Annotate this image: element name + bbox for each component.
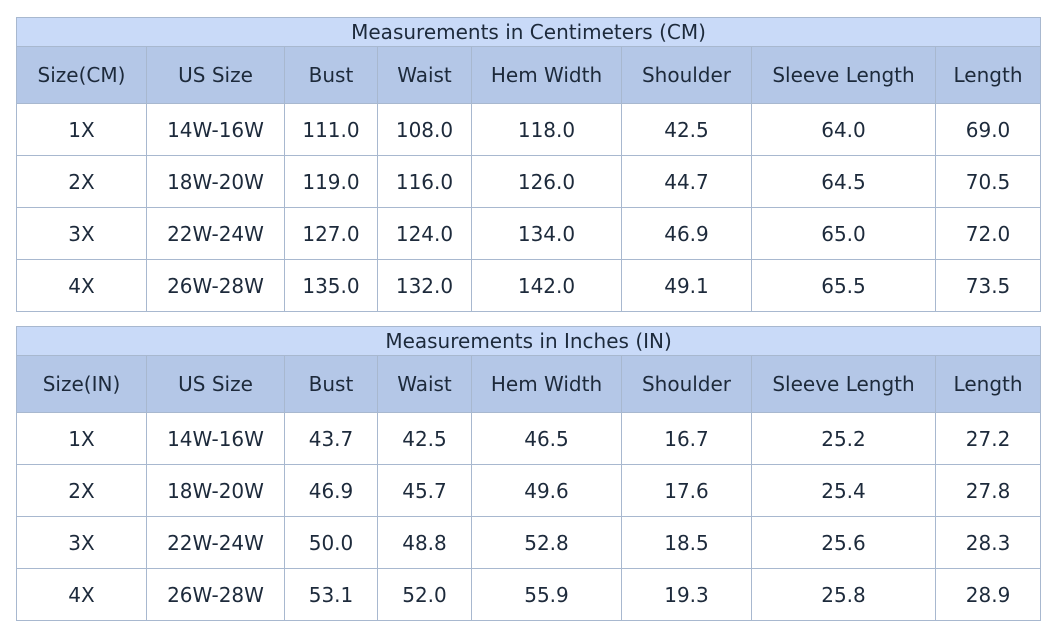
data-cell: 26W-28W	[146, 568, 285, 621]
data-cell: 65.0	[751, 207, 936, 260]
header-cell: Hem Width	[471, 355, 622, 413]
data-cell: 52.0	[377, 568, 472, 621]
data-cell: 25.4	[751, 464, 936, 517]
data-row: 1X 14W-16W 111.0 108.0 118.0 42.5 64.0 69.0	[16, 103, 1042, 156]
header-cell: Bust	[284, 46, 378, 104]
data-cell: 69.0	[934, 103, 1042, 156]
title-row: Measurements in Centimeters (CM)	[15, 17, 1042, 47]
data-cell: 46.9	[284, 464, 378, 517]
size-table: Measurements in Centimeters (CM) Size(CM)…	[15, 17, 1042, 312]
data-cell: 4X	[16, 568, 147, 621]
data-cell: 28.3	[934, 516, 1042, 569]
data-cell: 142.0	[471, 259, 622, 312]
title-row: Measurements in Inches (IN)	[15, 326, 1042, 356]
data-cell: 72.0	[934, 207, 1042, 260]
data-cell: 18W-20W	[146, 464, 285, 517]
data-row: 4X 26W-28W 53.1 52.0 55.9 19.3 25.8 28.9	[16, 568, 1042, 621]
data-cell: 18W-20W	[146, 155, 285, 208]
data-cell: 2X	[16, 464, 147, 517]
data-cell: 42.5	[377, 412, 472, 465]
data-row: 3X 22W-24W 127.0 124.0 134.0 46.9 65.0 72.0	[16, 207, 1042, 260]
data-cell: 3X	[16, 207, 147, 260]
data-cell: 46.9	[621, 207, 752, 260]
data-cell: 14W-16W	[146, 103, 285, 156]
data-cell: 132.0	[377, 259, 472, 312]
header-cell: Waist	[377, 46, 472, 104]
data-cell: 48.8	[377, 516, 472, 569]
header-cell: US Size	[146, 46, 285, 104]
data-cell: 50.0	[284, 516, 378, 569]
data-cell: 49.1	[621, 259, 752, 312]
data-cell: 49.6	[471, 464, 622, 517]
data-cell: 1X	[16, 412, 147, 465]
data-cell: 55.9	[471, 568, 622, 621]
header-cell: Sleeve Length	[751, 355, 936, 413]
header-cell: Waist	[377, 355, 472, 413]
data-cell: 65.5	[751, 259, 936, 312]
data-cell: 52.8	[471, 516, 622, 569]
data-cell: 25.8	[751, 568, 936, 621]
size-table: Measurements in Inches (IN) Size(IN) US Si…	[15, 326, 1042, 621]
data-cell: 25.6	[751, 516, 936, 569]
header-row: Size(CM) US Size Bust Waist Hem Width Shoulde…	[16, 46, 1042, 104]
data-cell: 108.0	[377, 103, 472, 156]
header-cell: US Size	[146, 355, 285, 413]
data-cell: 70.5	[934, 155, 1042, 208]
data-cell: 126.0	[471, 155, 622, 208]
header-row: Size(IN) US Size Bust Waist Hem Width Shoulde…	[16, 355, 1042, 413]
data-row: 2X 18W-20W 119.0 116.0 126.0 44.7 64.5 70.5	[16, 155, 1042, 208]
data-cell: 18.5	[621, 516, 752, 569]
header-cell: Length	[934, 46, 1042, 104]
data-cell: 19.3	[621, 568, 752, 621]
data-row: 3X 22W-24W 50.0 48.8 52.8 18.5 25.6 28.3	[16, 516, 1042, 569]
data-cell: 127.0	[284, 207, 378, 260]
data-cell: 44.7	[621, 155, 752, 208]
header-cell: Hem Width	[471, 46, 622, 104]
data-cell: 42.5	[621, 103, 752, 156]
data-row: 1X 14W-16W 43.7 42.5 46.5 16.7 25.2 27.2	[16, 412, 1042, 465]
data-cell: 118.0	[471, 103, 622, 156]
data-cell: 45.7	[377, 464, 472, 517]
data-cell: 134.0	[471, 207, 622, 260]
data-cell: 2X	[16, 155, 147, 208]
header-cell: Shoulder	[621, 355, 752, 413]
data-row: 2X 18W-20W 46.9 45.7 49.6 17.6 25.4 27.8	[16, 464, 1042, 517]
data-cell: 64.5	[751, 155, 936, 208]
data-cell: 17.6	[621, 464, 752, 517]
table-title: Measurements in Inches (IN)	[15, 326, 1042, 356]
data-cell: 22W-24W	[146, 207, 285, 260]
data-cell: 16.7	[621, 412, 752, 465]
data-cell: 4X	[16, 259, 147, 312]
data-cell: 64.0	[751, 103, 936, 156]
data-cell: 1X	[16, 103, 147, 156]
header-cell: Shoulder	[621, 46, 752, 104]
data-cell: 111.0	[284, 103, 378, 156]
header-cell: Size(CM)	[16, 46, 147, 104]
data-cell: 46.5	[471, 412, 622, 465]
header-cell: Sleeve Length	[751, 46, 936, 104]
data-cell: 3X	[16, 516, 147, 569]
data-cell: 27.2	[934, 412, 1042, 465]
data-cell: 28.9	[934, 568, 1042, 621]
data-cell: 14W-16W	[146, 412, 285, 465]
data-cell: 22W-24W	[146, 516, 285, 569]
data-cell: 25.2	[751, 412, 936, 465]
data-cell: 119.0	[284, 155, 378, 208]
data-cell: 135.0	[284, 259, 378, 312]
header-cell: Bust	[284, 355, 378, 413]
table-title: Measurements in Centimeters (CM)	[15, 17, 1042, 47]
data-cell: 53.1	[284, 568, 378, 621]
data-cell: 26W-28W	[146, 259, 285, 312]
data-cell: 43.7	[284, 412, 378, 465]
data-cell: 73.5	[934, 259, 1042, 312]
data-cell: 116.0	[377, 155, 472, 208]
data-cell: 27.8	[934, 464, 1042, 517]
data-row: 4X 26W-28W 135.0 132.0 142.0 49.1 65.5 73.5	[16, 259, 1042, 312]
header-cell: Size(IN)	[16, 355, 147, 413]
data-cell: 124.0	[377, 207, 472, 260]
header-cell: Length	[934, 355, 1042, 413]
